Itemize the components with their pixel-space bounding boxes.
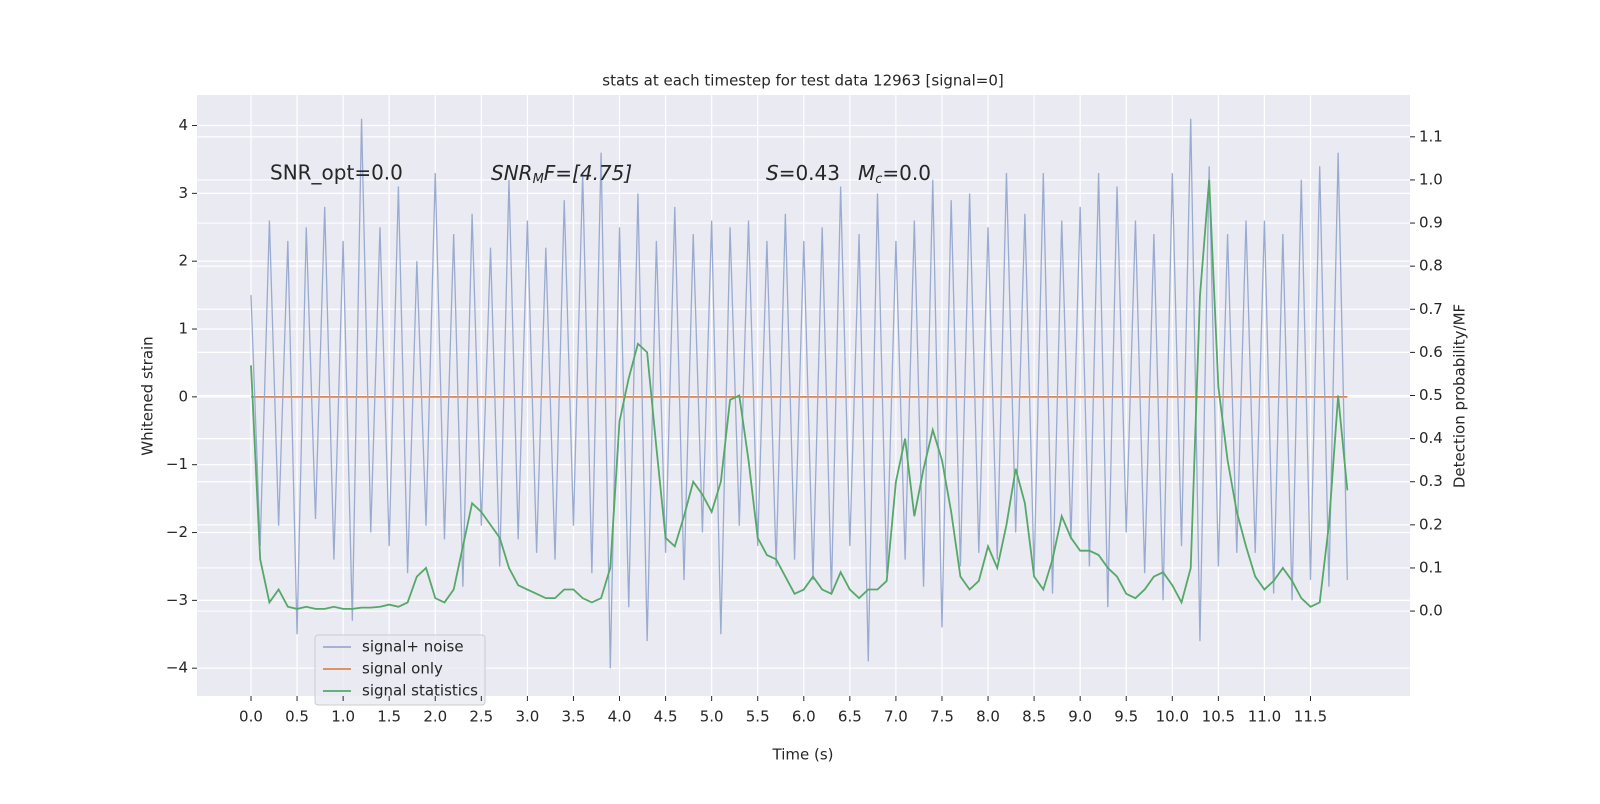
annotation-part: c — [875, 172, 882, 187]
legend-label: signal statistics — [362, 682, 478, 700]
x-tick-label: 7.5 — [930, 708, 954, 726]
y2-tick-label: 0.7 — [1419, 300, 1443, 318]
y2-tick-label: 0.0 — [1419, 602, 1443, 620]
annotation-part: M — [858, 161, 875, 185]
series-line — [250, 118, 1348, 669]
x-tick-label: 3.0 — [515, 708, 539, 726]
x-tick-label: 3.5 — [562, 708, 586, 726]
y-tick-label: −2 — [166, 523, 188, 541]
x-tick-label: 9.0 — [1068, 708, 1092, 726]
y-tick-label: −3 — [166, 591, 188, 609]
annotation: Mc=0.0 — [858, 161, 931, 187]
x-tick-label: 7.0 — [884, 708, 908, 726]
y2-tick-label: 0.1 — [1419, 558, 1443, 576]
x-tick-label: 1.0 — [331, 708, 355, 726]
y2-tick-label: 0.3 — [1419, 472, 1443, 490]
y2-tick-label: 0.9 — [1419, 214, 1443, 232]
x-tick-label: 0.0 — [239, 708, 263, 726]
y-tick-label: 2 — [178, 252, 188, 270]
x-tick-label: 9.5 — [1114, 708, 1138, 726]
y-tick-label: 1 — [178, 320, 188, 338]
legend-label: signal+ noise — [362, 638, 464, 656]
annotation: S=0.43 — [766, 161, 840, 185]
y-tick-label: 4 — [178, 116, 188, 134]
x-tick-label: 5.0 — [700, 708, 724, 726]
x-axis-label: Time (s) — [772, 746, 834, 764]
legend-label: signal only — [362, 660, 443, 678]
y2-tick-label: 0.5 — [1419, 386, 1443, 404]
y2-tick-label: 0.4 — [1419, 429, 1443, 447]
x-tick-label: 10.0 — [1156, 708, 1189, 726]
annotation-part: =0.0 — [882, 161, 931, 185]
y2-tick-label: 0.2 — [1419, 515, 1443, 533]
annotation-part: SNR — [491, 161, 533, 185]
y-tick-label: −4 — [166, 659, 188, 677]
y2-axis-label: Detection probability/MF — [1451, 304, 1469, 488]
x-tick-label: 10.5 — [1202, 708, 1235, 726]
x-tick-label: 2.5 — [469, 708, 493, 726]
y-tick-label: 3 — [178, 184, 188, 202]
x-tick-label: 11.5 — [1294, 708, 1327, 726]
x-tick-label: 8.5 — [1022, 708, 1046, 726]
x-tick-label: 6.5 — [838, 708, 862, 726]
x-tick-label: 2.0 — [423, 708, 447, 726]
x-tick-label: 4.0 — [608, 708, 632, 726]
y-axis-label: Whitened strain — [139, 336, 157, 455]
y2-tick-label: 1.1 — [1419, 127, 1443, 145]
y2-tick-label: 0.6 — [1419, 343, 1443, 361]
annotation-part: S — [766, 161, 779, 185]
x-tick-label: 8.0 — [976, 708, 1000, 726]
y2-tick-label: 1.0 — [1419, 170, 1443, 188]
chart-title: stats at each timestep for test data 129… — [602, 72, 1003, 90]
annotation: SNRMF=[4.75] — [491, 161, 632, 187]
annotation-part: F=[4.75] — [544, 161, 632, 185]
y-tick-label: 0 — [178, 387, 188, 405]
x-tick-label: 5.5 — [746, 708, 770, 726]
x-tick-label: 6.0 — [792, 708, 816, 726]
y-tick-label: −1 — [166, 455, 188, 473]
legend-box — [314, 634, 486, 706]
x-tick-label: 11.0 — [1248, 708, 1281, 726]
x-tick-label: 4.5 — [654, 708, 678, 726]
y2-tick-label: 0.8 — [1419, 257, 1443, 275]
x-tick-label: 1.5 — [377, 708, 401, 726]
annotation-part: M — [533, 172, 544, 187]
series-line — [250, 179, 1349, 610]
annotation-part: =0.43 — [779, 161, 840, 185]
x-tick-label: 0.5 — [285, 708, 309, 726]
annotation: SNR_opt=0.0 — [270, 161, 403, 185]
